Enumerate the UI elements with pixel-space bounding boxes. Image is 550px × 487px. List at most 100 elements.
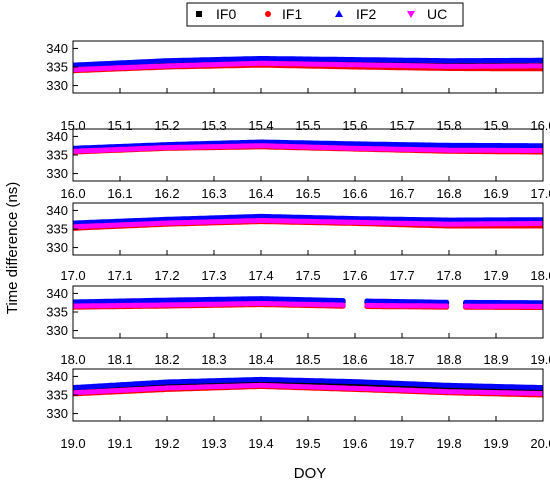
panel-frame (72, 128, 544, 182)
x-tick-label: 19.3 (201, 436, 226, 451)
series-if2 (73, 213, 543, 226)
x-tick-label: 15.9 (483, 118, 508, 133)
panel-5: 330 335 340 19.0 19.1 19.2 19.3 19.4 19.5 19.6 19.… (46, 368, 550, 451)
x-tick-label: 16.3 (201, 186, 226, 201)
panel-data (73, 139, 543, 155)
x-tick-label: 17.5 (295, 268, 320, 283)
series-uc (73, 143, 543, 154)
x-tick-label: 17.0 (60, 268, 85, 283)
panel-data (73, 296, 543, 310)
y-tick-label: 330 (46, 166, 68, 181)
x-tick-label: 16.0 (60, 186, 85, 201)
y-tick-label: 340 (46, 203, 68, 218)
x-tick-label: 15.3 (201, 118, 226, 133)
y-tick-label: 330 (46, 240, 68, 255)
y-tick-label: 335 (46, 388, 68, 403)
x-tick-label: 18.1 (107, 352, 132, 367)
y-tick-label: 330 (46, 78, 68, 93)
x-tick-label: 15.6 (342, 118, 367, 133)
panel-4: 330 335 340 18.0 18.1 18.2 18.3 18.4 18.5 18.6 18.… (46, 285, 550, 367)
panel-frame (72, 285, 544, 339)
series-if2 (73, 139, 543, 151)
x-tick-label: 18.2 (154, 352, 179, 367)
x-tick-label: 19.7 (389, 436, 414, 451)
x-tick-label: 15.2 (154, 118, 179, 133)
x-tick-label: 15.1 (107, 118, 132, 133)
x-tick-label: 15.8 (436, 118, 461, 133)
x-tick-label: 17.4 (248, 268, 273, 283)
x-tick-label: 17.0 (530, 186, 550, 201)
x-tick-label: 18.0 (530, 268, 550, 283)
panel-data (73, 376, 543, 398)
x-tick-label: 15.4 (248, 118, 273, 133)
x-tick-label: 17.6 (342, 268, 367, 283)
x-tick-label: 16.2 (154, 186, 179, 201)
x-tick-label: 17.1 (107, 268, 132, 283)
x-tick-label: 16.9 (483, 186, 508, 201)
legend-label-if0: IF0 (216, 6, 236, 22)
x-tick-label: 19.5 (295, 436, 320, 451)
x-tick-label: 20.0 (530, 436, 550, 451)
series-uc (73, 60, 543, 73)
legend-marker-if2 (335, 10, 343, 17)
legend-box (186, 2, 464, 27)
x-tick-label: 19.0 (60, 436, 85, 451)
series-uc (73, 301, 543, 309)
legend: IF0 IF1 IF2 UC (186, 2, 464, 27)
y-tick-label: 335 (46, 305, 68, 320)
y-tick-label: 330 (46, 323, 68, 338)
x-tick-label: 17.2 (154, 268, 179, 283)
series-uc (73, 218, 543, 230)
panel-2: 330 335 340 16.0 16.1 16.2 16.3 16.4 16.5 16.6 16.… (46, 128, 550, 201)
series-uc (73, 382, 543, 396)
x-tick-label: 18.8 (436, 352, 461, 367)
x-tick-label: 15.7 (389, 118, 414, 133)
x-tick-label: 18.7 (389, 352, 414, 367)
x-tick-label: 18.3 (201, 352, 226, 367)
x-tick-label: 16.6 (342, 186, 367, 201)
y-tick-label: 335 (46, 148, 68, 163)
x-tick-label: 18.4 (248, 352, 273, 367)
legend-label-if2: IF2 (356, 6, 376, 22)
legend-label-uc: UC (427, 6, 447, 22)
x-tick-label: 17.3 (201, 268, 226, 283)
x-tick-label: 19.4 (248, 436, 273, 451)
x-tick-label: 18.5 (295, 352, 320, 367)
x-tick-label: 15.5 (295, 118, 320, 133)
x-tick-label: 18.6 (342, 352, 367, 367)
series-if2 (73, 376, 543, 391)
x-tick-label: 19.6 (342, 436, 367, 451)
legend-label-if1: IF1 (282, 6, 302, 22)
y-tick-label: 335 (46, 60, 68, 75)
x-tick-label: 19.2 (154, 436, 179, 451)
panel-frame (72, 202, 544, 256)
x-tick-label: 17.9 (483, 268, 508, 283)
panel-3: 330 335 340 17.0 17.1 17.2 17.3 17.4 17.5 17.6 17.… (46, 202, 550, 283)
x-tick-label: 19.0 (530, 352, 550, 367)
y-tick-label: 330 (46, 406, 68, 421)
x-tick-label: 16.7 (389, 186, 414, 201)
x-tick-label: 19.8 (436, 436, 461, 451)
panel-data (73, 56, 543, 74)
x-tick-label: 16.5 (295, 186, 320, 201)
x-tick-label: 16.8 (436, 186, 461, 201)
panel-data (73, 213, 543, 231)
x-tick-label: 18.0 (60, 352, 85, 367)
legend-marker-if0 (196, 11, 202, 17)
y-tick-label: 335 (46, 222, 68, 237)
x-axis-label: DOY (294, 465, 327, 482)
x-tick-label: 19.9 (483, 436, 508, 451)
x-tick-label: 19.1 (107, 436, 132, 451)
y-tick-label: 340 (46, 41, 68, 56)
x-tick-label: 16.4 (248, 186, 273, 201)
x-tick-label: 17.8 (436, 268, 461, 283)
series-if2 (73, 296, 543, 306)
y-tick-label: 340 (46, 286, 68, 301)
x-tick-label: 16.0 (530, 118, 550, 133)
x-tick-label: 16.1 (107, 186, 132, 201)
y-tick-label: 340 (46, 369, 68, 384)
y-axis-label: Time difference (ns) (4, 182, 21, 315)
legend-marker-if1 (265, 11, 271, 17)
